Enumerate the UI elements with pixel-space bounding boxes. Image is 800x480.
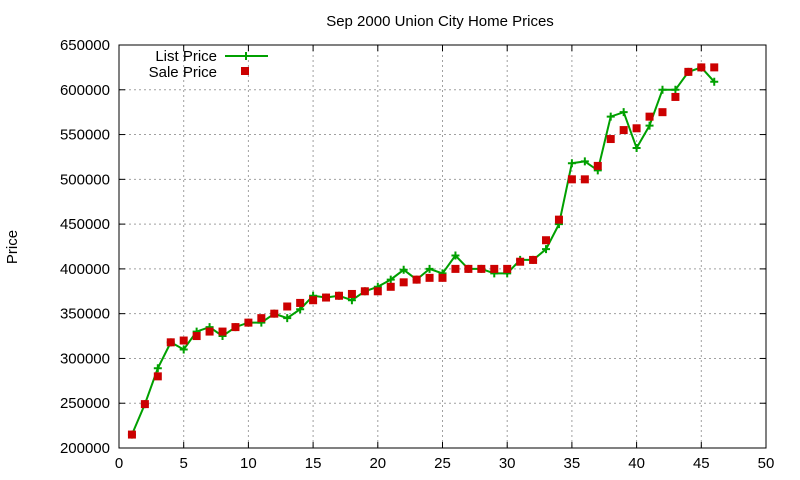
x-tick-label: 25 bbox=[434, 455, 451, 472]
point-sale-price bbox=[425, 273, 434, 282]
point-sale-price bbox=[645, 112, 654, 121]
point-sale-price bbox=[296, 298, 305, 307]
point-sale-price bbox=[593, 161, 602, 170]
point-sale-price bbox=[347, 289, 356, 298]
point-list-price bbox=[567, 159, 576, 168]
x-tick-label: 15 bbox=[305, 455, 322, 472]
point-sale-price bbox=[503, 264, 512, 273]
y-tick-label: 400000 bbox=[60, 261, 110, 278]
point-sale-price bbox=[710, 63, 719, 72]
x-tick-label: 20 bbox=[369, 455, 386, 472]
chart-title: Sep 2000 Union City Home Prices bbox=[326, 13, 554, 30]
x-tick-label: 40 bbox=[628, 455, 645, 472]
point-sale-price bbox=[684, 67, 693, 76]
y-axis-label: Price bbox=[4, 230, 21, 264]
point-list-price bbox=[580, 157, 589, 166]
point-list-price bbox=[710, 77, 719, 86]
axis-ticks: 0 5 10 15 20 25 30 35 40 45 50 200000 250000 300000 35… bbox=[60, 37, 774, 472]
point-sale-price bbox=[619, 126, 628, 135]
point-list-price bbox=[606, 112, 615, 121]
point-list-price bbox=[425, 264, 434, 273]
point-sale-price bbox=[567, 175, 576, 184]
point-sale-price bbox=[283, 302, 292, 311]
point-list-price bbox=[399, 265, 408, 274]
point-sale-price bbox=[373, 287, 382, 296]
point-list-price bbox=[153, 364, 162, 373]
series-line-list-price bbox=[130, 66, 715, 435]
legend-label-list-price: List Price bbox=[155, 48, 217, 65]
point-sale-price bbox=[632, 124, 641, 133]
y-tick-label: 200000 bbox=[60, 440, 110, 457]
plot-frame bbox=[118, 44, 767, 449]
point-sale-price bbox=[671, 92, 680, 101]
point-sale-price bbox=[580, 175, 589, 184]
point-sale-price bbox=[153, 372, 162, 381]
x-tick-label: 50 bbox=[758, 455, 775, 472]
y-tick-label: 600000 bbox=[60, 82, 110, 99]
point-list-price bbox=[658, 85, 667, 94]
grid bbox=[119, 45, 766, 448]
point-sale-price bbox=[554, 215, 563, 224]
point-sale-price bbox=[309, 296, 318, 305]
x-tick-label: 0 bbox=[115, 455, 123, 472]
point-sale-price bbox=[412, 275, 421, 284]
point-sale-price bbox=[192, 332, 201, 341]
point-sale-price bbox=[205, 327, 214, 336]
point-sale-price bbox=[451, 264, 460, 273]
point-sale-price bbox=[231, 323, 240, 332]
point-sale-price bbox=[140, 400, 149, 409]
point-list-price bbox=[283, 314, 292, 323]
legend: List Price Sale Price bbox=[149, 48, 268, 81]
point-list-price bbox=[619, 108, 628, 117]
point-sale-price bbox=[386, 282, 395, 291]
point-sale-price bbox=[322, 293, 331, 302]
point-sale-price bbox=[477, 264, 486, 273]
x-tick-label: 45 bbox=[693, 455, 710, 472]
x-tick-label: 10 bbox=[240, 455, 257, 472]
point-sale-price bbox=[697, 63, 706, 72]
y-tick-label: 650000 bbox=[60, 37, 110, 54]
point-list-price bbox=[671, 85, 680, 94]
x-tick-label: 5 bbox=[180, 455, 188, 472]
point-list-price bbox=[542, 245, 551, 254]
x-tick-label: 35 bbox=[564, 455, 581, 472]
point-sale-price bbox=[334, 291, 343, 300]
y-tick-label: 250000 bbox=[60, 395, 110, 412]
plot-series bbox=[127, 63, 719, 439]
y-tick-label: 550000 bbox=[60, 127, 110, 144]
point-sale-price bbox=[490, 264, 499, 273]
point-sale-price bbox=[166, 338, 175, 347]
point-list-price bbox=[451, 251, 460, 260]
point-sale-price bbox=[179, 336, 188, 345]
point-sale-price bbox=[542, 236, 551, 245]
y-tick-label: 300000 bbox=[60, 350, 110, 367]
y-tick-label: 450000 bbox=[60, 216, 110, 233]
point-list-price bbox=[179, 345, 188, 354]
y-tick-label: 500000 bbox=[60, 171, 110, 188]
point-sale-price bbox=[658, 108, 667, 117]
point-sale-price bbox=[218, 327, 227, 336]
legend-label-sale-price: Sale Price bbox=[149, 64, 217, 81]
point-sale-price bbox=[438, 273, 447, 282]
point-list-price bbox=[386, 275, 395, 284]
point-list-price bbox=[645, 121, 654, 130]
point-sale-price bbox=[360, 287, 369, 296]
point-sale-price bbox=[257, 314, 266, 323]
point-sale-price bbox=[270, 309, 279, 318]
y-tick-label: 350000 bbox=[60, 306, 110, 323]
legend-marker-list-price bbox=[242, 52, 250, 60]
point-sale-price bbox=[244, 318, 253, 327]
point-sale-price bbox=[127, 430, 136, 439]
point-sale-price bbox=[399, 278, 408, 287]
point-sale-price bbox=[529, 255, 538, 264]
x-tick-label: 30 bbox=[499, 455, 516, 472]
legend-swatch-sale-price bbox=[241, 67, 249, 75]
point-sale-price bbox=[606, 135, 615, 144]
point-sale-price bbox=[464, 264, 473, 273]
point-sale-price bbox=[516, 257, 525, 266]
point-list-price bbox=[632, 143, 641, 152]
